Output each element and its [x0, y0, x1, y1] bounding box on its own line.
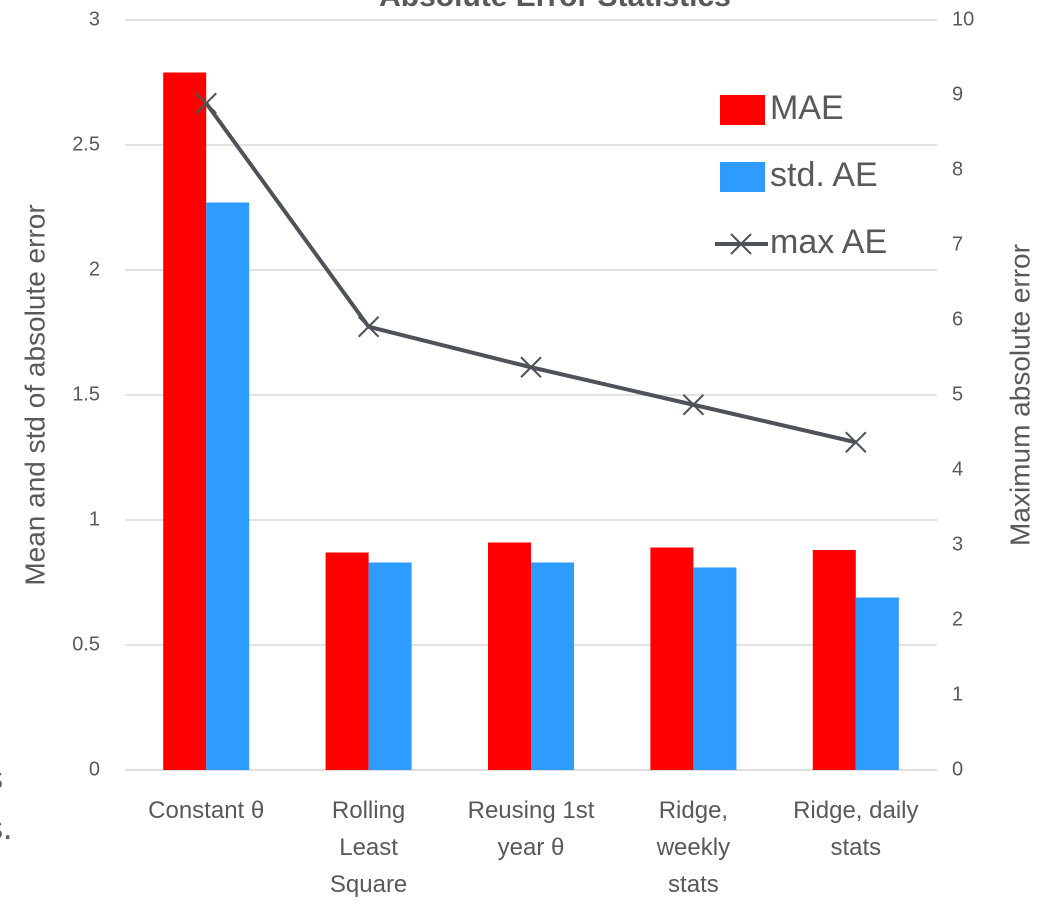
y-tick-label: 2.5: [72, 133, 100, 155]
line-marker: [357, 316, 380, 338]
legend-swatch: [720, 95, 765, 125]
legend-label: MAE: [770, 89, 844, 127]
legend-swatch: [720, 162, 765, 192]
line-marker: [682, 394, 705, 416]
bar: [488, 542, 531, 770]
line-marker: [520, 356, 542, 378]
y-tick-label: 1.5: [72, 383, 100, 405]
y2-tick-label: 0: [952, 758, 963, 780]
legend-label: std. AE: [770, 156, 878, 194]
line: [204, 102, 857, 445]
bar: [368, 562, 412, 770]
bar: [163, 72, 207, 770]
y-tick-label: 0: [89, 758, 100, 780]
annotation: s: [0, 759, 3, 797]
bar: [531, 562, 574, 770]
legend-label: max AE: [770, 223, 887, 261]
y2-tick-label: 5: [952, 383, 963, 405]
line-marker: [195, 92, 217, 114]
bar: [693, 567, 737, 770]
bar: [855, 597, 899, 770]
y2-tick-label: 1: [952, 683, 963, 705]
y-tick-label: 1: [89, 508, 100, 530]
y-tick-label: 0.5: [72, 633, 100, 655]
y-axis-title: Mean and std of absolute error: [19, 204, 50, 585]
y2-tick-label: 2: [952, 608, 963, 630]
x-tick-label: Rolling Least Square: [330, 797, 407, 898]
y2-tick-label: 3: [952, 533, 963, 555]
bar: [206, 202, 250, 770]
bar: [325, 552, 369, 770]
y2-tick-label: 10: [952, 8, 974, 30]
line-marker: [845, 431, 867, 453]
x-tick-label: Ridge, daily stats: [793, 797, 918, 861]
y-tick-label: 2: [89, 258, 100, 280]
x-tick-label: Ridge, weekly stats: [656, 797, 730, 898]
y2-tick-label: 8: [952, 158, 963, 180]
annotation: s.: [0, 809, 12, 847]
x-tick-label: Reusing 1st year θ: [468, 797, 595, 861]
y-tick-label: 3: [89, 8, 100, 30]
y2-tick-label: 7: [952, 233, 963, 255]
y2-tick-label: 4: [952, 458, 963, 480]
bar: [650, 547, 694, 770]
y2-tick-label: 6: [952, 308, 963, 330]
x-tick-label: Constant θ: [148, 797, 264, 824]
bar: [812, 550, 856, 770]
y2-axis-title: Maximum absolute error: [1004, 244, 1035, 546]
y2-tick-label: 9: [952, 83, 963, 105]
chart-title: Absolute Error Statistics: [379, 0, 731, 13]
legend-swatch: [730, 233, 752, 255]
